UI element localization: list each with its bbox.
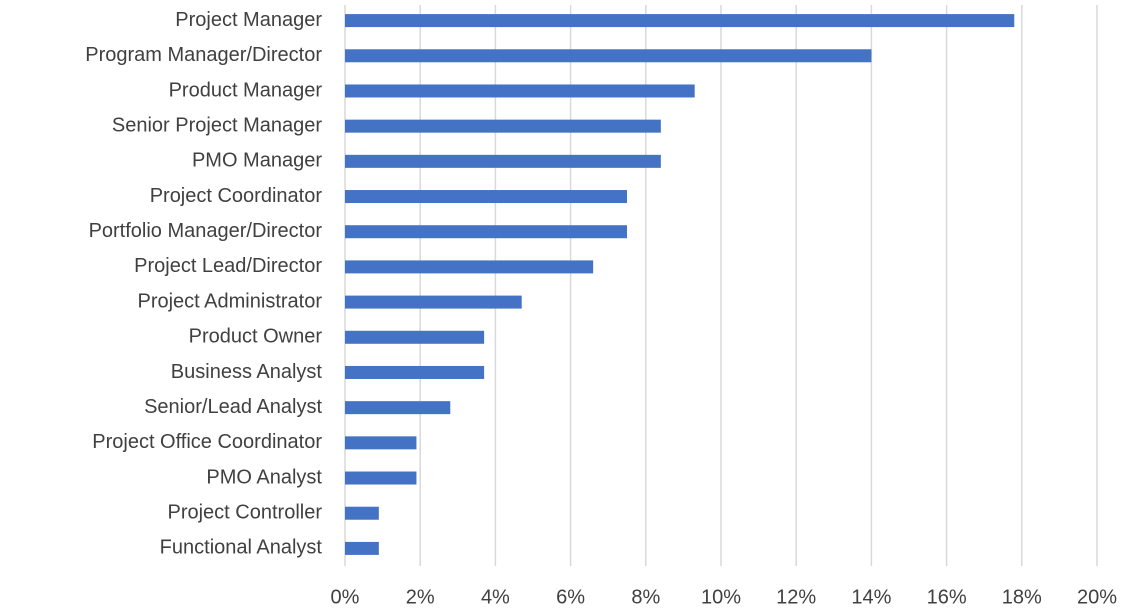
- x-tick-label: 20%: [1077, 586, 1117, 608]
- y-tick-label: Project Office Coordinator: [92, 431, 322, 453]
- bar: [345, 436, 417, 450]
- x-tick-label: 2%: [406, 586, 435, 608]
- y-tick-label: Project Manager: [175, 9, 322, 31]
- x-tick-label: 14%: [851, 586, 891, 608]
- bar: [345, 49, 872, 63]
- y-tick-label: Functional Analyst: [160, 537, 323, 559]
- bar: [345, 190, 627, 204]
- bar: [345, 365, 485, 379]
- x-tick-label: 10%: [701, 586, 741, 608]
- y-tick-label: Product Owner: [189, 326, 323, 348]
- y-tick-label: Portfolio Manager/Director: [89, 220, 323, 242]
- y-tick-label: Business Analyst: [171, 361, 323, 383]
- x-tick-label: 8%: [631, 586, 660, 608]
- bar: [345, 330, 485, 344]
- y-tick-label: Program Manager/Director: [85, 44, 322, 66]
- bar: [345, 119, 661, 133]
- y-tick-label: Project Lead/Director: [134, 255, 322, 277]
- bar: [345, 401, 451, 415]
- bar: [345, 260, 594, 274]
- x-tick-label: 16%: [927, 586, 967, 608]
- bar: [345, 14, 1015, 28]
- y-tick-label: Senior Project Manager: [112, 114, 322, 136]
- bar: [345, 541, 379, 555]
- y-tick-label: Project Administrator: [137, 290, 322, 312]
- y-tick-label: Product Manager: [169, 79, 323, 101]
- x-tick-label: 0%: [331, 586, 360, 608]
- y-tick-label: PMO Analyst: [206, 466, 322, 488]
- y-tick-label: Project Coordinator: [150, 185, 323, 207]
- bar: [345, 225, 627, 239]
- y-tick-label: PMO Manager: [192, 150, 322, 172]
- bar: [345, 295, 522, 309]
- x-tick-label: 18%: [1002, 586, 1042, 608]
- bar: [345, 84, 695, 98]
- bar: [345, 154, 661, 168]
- y-tick-label: Senior/Lead Analyst: [144, 396, 322, 418]
- x-tick-label: 4%: [481, 586, 510, 608]
- bar: [345, 506, 379, 520]
- x-tick-label: 6%: [556, 586, 585, 608]
- y-tick-label: Project Controller: [167, 502, 322, 524]
- x-tick-label: 12%: [776, 586, 816, 608]
- bar: [345, 471, 417, 485]
